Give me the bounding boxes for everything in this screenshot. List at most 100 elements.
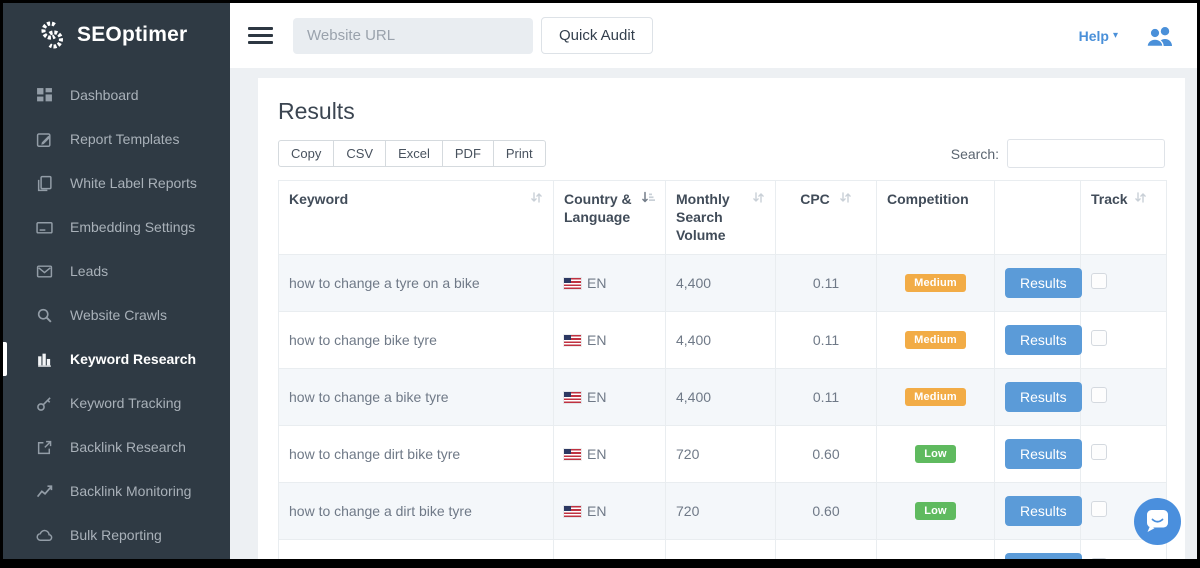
column-header-monthly-search-volume[interactable]: Monthly Search Volume — [665, 180, 776, 255]
country-language-cell: EN — [553, 367, 666, 426]
competition-badge: Low — [915, 445, 956, 464]
sidebar-item-label: Backlink Monitoring — [70, 483, 192, 499]
sidebar-item-backlink-research[interactable]: Backlink Research — [3, 425, 230, 469]
users-icon[interactable] — [1146, 25, 1175, 47]
sidebar: SEOptimer Dashboard Report Templates White… — [3, 3, 230, 559]
competition-badge: Medium — [905, 388, 966, 407]
track-checkbox[interactable] — [1091, 273, 1107, 290]
column-label: Competition — [887, 191, 969, 207]
sort-active-icon — [642, 191, 655, 203]
action-cell: Results — [994, 538, 1082, 559]
sidebar-item-label: White Label Reports — [70, 175, 197, 191]
app-window: SEOptimer Dashboard Report Templates White… — [3, 3, 1197, 559]
results-button[interactable]: Results — [1005, 495, 1082, 526]
competition-badge: Low — [915, 502, 956, 521]
monthly-search-volume-cell: 720 — [665, 424, 776, 483]
cpc-cell: 0.60 — [775, 481, 877, 540]
sidebar-item-label: Leads — [70, 263, 109, 279]
results-button[interactable]: Results — [1005, 381, 1082, 412]
keyword-cell: how to change bike tyre — [278, 310, 554, 369]
sidebar-item-label: Dashboard — [70, 87, 139, 103]
sidebar-item-website-crawls[interactable]: Website Crawls — [3, 293, 230, 337]
csv-export-button[interactable]: CSV — [333, 140, 387, 167]
cpc-cell: 0.60 — [775, 424, 877, 483]
us-flag-icon — [563, 276, 582, 290]
country-language-cell: EN — [553, 253, 666, 312]
action-cell: Results — [994, 424, 1082, 483]
sidebar-item-report-templates[interactable]: Report Templates — [3, 117, 230, 161]
track-checkbox[interactable] — [1091, 387, 1107, 404]
page-background: Results Copy CSV Excel PDF Print Search: Key… — [230, 68, 1197, 559]
help-menu[interactable]: Help ▾ — [1079, 28, 1118, 44]
table-row: how to change a tyre on a bike EN 4,400 0.1… — [278, 253, 1167, 312]
keyword-cell: how to change dirt bike tyre — [278, 424, 554, 483]
column-header-track[interactable]: Track — [1080, 180, 1167, 255]
us-flag-icon — [563, 390, 582, 404]
keyword-cell: how to change a bike tyre — [278, 367, 554, 426]
results-button[interactable]: Results — [1005, 324, 1082, 355]
results-button[interactable]: Results — [1005, 267, 1082, 298]
sidebar-item-keyword-tracking[interactable]: Keyword Tracking — [3, 381, 230, 425]
seoptimer-gear-icon — [37, 19, 67, 51]
sidebar-item-label: Keyword Tracking — [70, 395, 182, 411]
column-label: Keyword — [289, 191, 349, 207]
track-checkbox[interactable] — [1091, 330, 1107, 347]
track-checkbox[interactable] — [1091, 558, 1107, 559]
column-header-results — [994, 180, 1081, 255]
sidebar-item-white-label-reports[interactable]: White Label Reports — [3, 161, 230, 205]
results-card: Results Copy CSV Excel PDF Print Search: Key… — [258, 78, 1185, 559]
track-checkbox[interactable] — [1091, 501, 1107, 518]
sidebar-item-label: Keyword Research — [70, 351, 197, 367]
sidebar-item-embedding-settings[interactable]: Embedding Settings — [3, 205, 230, 249]
excel-export-button[interactable]: Excel — [385, 140, 443, 167]
sidebar-item-bulk-reporting[interactable]: Bulk Reporting — [3, 513, 230, 557]
column-header-keyword[interactable]: Keyword — [278, 180, 554, 255]
monthly-search-volume-cell: 4,400 — [665, 367, 776, 426]
copy-export-button[interactable]: Copy — [278, 140, 335, 167]
track-checkbox[interactable] — [1091, 444, 1107, 461]
logo[interactable]: SEOptimer — [3, 3, 230, 57]
table-row: how to change dirt bike tyre EN 720 0.60 Low… — [278, 424, 1167, 483]
table-toolbar: Copy CSV Excel PDF Print Search: — [278, 139, 1165, 168]
results-button[interactable]: Results — [1005, 552, 1082, 559]
chat-widget-button[interactable] — [1133, 497, 1182, 546]
column-header-competition: Competition — [876, 180, 995, 255]
country-language-cell: EN — [553, 424, 666, 483]
keyword-tracking-icon — [36, 395, 53, 412]
monthly-search-volume-cell: 4,400 — [665, 310, 776, 369]
country-language-cell: EN — [553, 481, 666, 540]
track-cell — [1080, 253, 1167, 312]
sidebar-item-backlink-monitoring[interactable]: Backlink Monitoring — [3, 469, 230, 513]
website-crawls-icon — [36, 307, 53, 324]
results-table: Keyword Country & Language Monthly Search … — [278, 180, 1167, 559]
leads-icon — [36, 263, 53, 280]
pdf-export-button[interactable]: PDF — [441, 140, 494, 167]
competition-cell: Low — [876, 481, 995, 540]
help-label: Help — [1078, 27, 1109, 44]
table-row: how to change a road bike tyreEN3200.03M… — [278, 538, 1167, 559]
action-cell: Results — [994, 310, 1082, 369]
column-label: Country & Language — [564, 191, 632, 226]
sidebar-item-dashboard[interactable]: Dashboard — [3, 73, 230, 117]
table-body: how to change a tyre on a bike EN 4,400 0.1… — [278, 253, 1167, 559]
monthly-search-volume-cell: 320 — [665, 538, 776, 559]
print-export-button[interactable]: Print — [492, 140, 546, 167]
hamburger-menu-icon[interactable] — [248, 27, 273, 44]
website-url-input[interactable] — [293, 17, 533, 54]
sidebar-item-keyword-research[interactable]: Keyword Research — [3, 337, 230, 381]
sidebar-item-leads[interactable]: Leads — [3, 249, 230, 293]
column-header-cpc[interactable]: CPC — [775, 180, 877, 255]
track-cell — [1080, 538, 1167, 559]
quick-audit-button[interactable]: Quick Audit — [541, 17, 653, 54]
cpc-cell: 0.03 — [775, 538, 877, 559]
table-row: how to change a dirt bike tyre EN 720 0.60 L… — [278, 481, 1167, 540]
report-templates-icon — [36, 131, 53, 148]
track-cell — [1080, 310, 1167, 369]
search-label: Search: — [950, 145, 999, 162]
results-button[interactable]: Results — [1005, 438, 1082, 469]
column-label: Track — [1091, 191, 1128, 207]
competition-cell: Low — [876, 424, 995, 483]
sidebar-item-label: Report Templates — [70, 131, 180, 147]
search-input[interactable] — [1007, 139, 1165, 168]
column-header-country-language[interactable]: Country & Language — [553, 180, 666, 255]
